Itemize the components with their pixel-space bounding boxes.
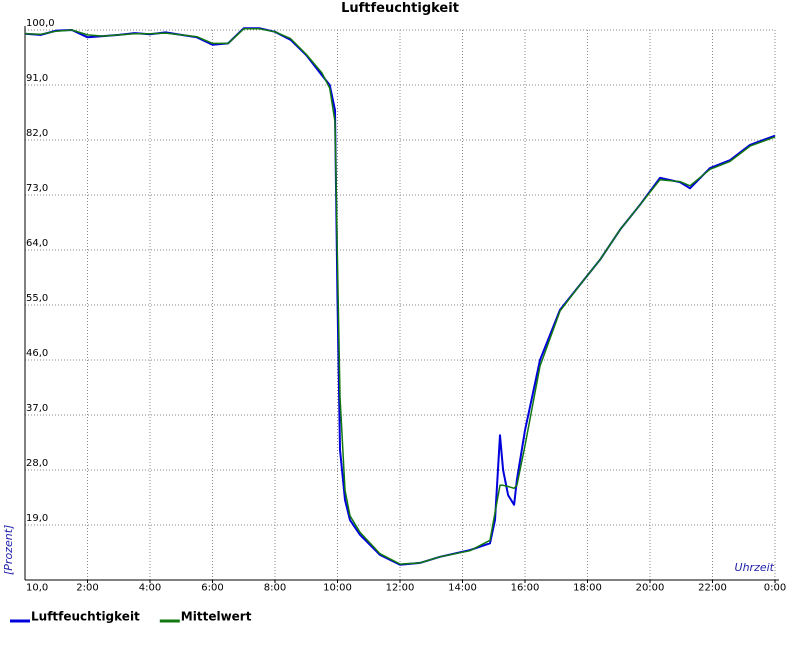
x-axis-label: Uhrzeit bbox=[735, 561, 775, 574]
y-tick-label: 19,0 bbox=[26, 513, 48, 524]
y-tick-label: 10,0 bbox=[26, 582, 48, 593]
y-tick-label: 28,0 bbox=[26, 458, 48, 469]
x-tick-label: 22:00 bbox=[698, 582, 727, 593]
y-tick-label: 55,0 bbox=[26, 293, 48, 304]
x-tick-label: 18:00 bbox=[573, 582, 602, 593]
x-tick-label: 4:00 bbox=[139, 582, 161, 593]
y-axis-label: [Prozent] bbox=[2, 525, 15, 575]
x-tick-label: 8:00 bbox=[264, 582, 286, 593]
y-tick-label: 37,0 bbox=[26, 403, 48, 414]
x-tick-label: 2:00 bbox=[76, 582, 98, 593]
data-line bbox=[24, 28, 776, 565]
x-tick-label: 12:00 bbox=[386, 582, 415, 593]
y-tick-label: 91,0 bbox=[26, 73, 48, 84]
x-tick-label: 20:00 bbox=[636, 582, 665, 593]
x-tick-label: 14:00 bbox=[448, 582, 477, 593]
x-tick-label: 16:00 bbox=[511, 582, 540, 593]
chart-title: Luftfeuchtigkeit bbox=[341, 1, 459, 16]
legend-label: Mittelwert bbox=[181, 610, 252, 624]
y-tick-label: 46,0 bbox=[26, 348, 48, 359]
legend-label: Luftfeuchtigkeit bbox=[31, 610, 140, 624]
y-tick-label: 73,0 bbox=[26, 183, 48, 194]
x-tick-label: 0:00 bbox=[764, 582, 786, 593]
y-tick-label: 64,0 bbox=[26, 238, 48, 249]
y-tick-label: 100,0 bbox=[26, 18, 55, 29]
y-tick-label: 82,0 bbox=[26, 128, 48, 139]
x-tick-label: 6:00 bbox=[201, 582, 223, 593]
x-tick-label: 10:00 bbox=[323, 582, 352, 593]
